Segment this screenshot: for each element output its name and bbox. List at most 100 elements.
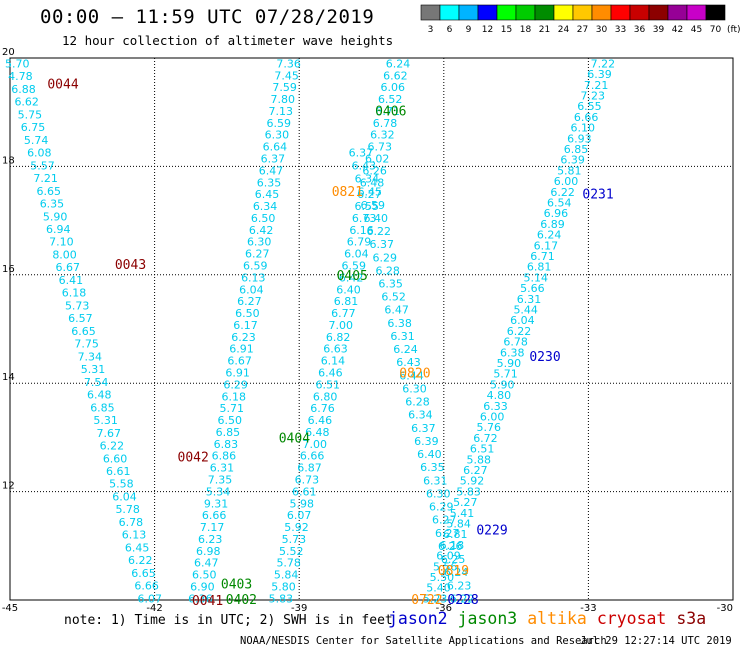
wave-height-value: 5.83: [269, 592, 294, 605]
colorbar-unit: (ft): [727, 25, 740, 35]
wave-height-value: 6.08: [27, 147, 52, 160]
wave-height-value: 6.31: [517, 293, 542, 306]
wave-height-value: 5.88: [466, 453, 491, 466]
wave-height-value: 6.50: [218, 414, 243, 427]
wave-height-value: 6.36: [188, 592, 213, 605]
colorbar-swatch: [439, 4, 460, 21]
wave-height-value: 5.44: [513, 303, 538, 316]
colorbar-swatch: [705, 4, 726, 21]
wave-height-value: 6.72: [473, 432, 498, 445]
wave-height-value: 6.04: [344, 248, 369, 261]
wave-height-value: 6.30: [402, 382, 427, 395]
satellite-legend: jason2 jason3 altika cryosat s3a: [388, 609, 716, 628]
legend-cryosat: cryosat: [596, 609, 667, 628]
wave-height-value: 6.25: [441, 553, 466, 566]
wave-height-value: 6.35: [378, 278, 403, 291]
wave-height-value: 6.30: [426, 487, 451, 500]
axis-tick-labels: -45 -42 -39 -36 -33 -30 12 14 16 18 20: [2, 47, 733, 614]
wave-height-value: 6.24: [393, 343, 418, 356]
wave-height-value: 6.52: [378, 93, 403, 106]
wave-height-value: 7.23: [581, 90, 606, 103]
wave-height-value: 6.22: [450, 592, 475, 605]
wave-height-value: 6.32: [370, 129, 395, 142]
wave-height-value: 5.14: [524, 271, 549, 284]
y-tick-label: 16: [2, 264, 15, 275]
colorbar-label: 15: [501, 25, 512, 35]
wave-height-value: 6.65: [131, 567, 156, 580]
colorbar-label: 12: [482, 25, 493, 35]
wave-height-value: 6.00: [480, 410, 505, 423]
wave-height-value: 6.71: [375, 105, 400, 118]
wave-height-value: 6.37: [411, 422, 436, 435]
wave-height-value: 6.29: [429, 501, 454, 514]
wave-height-value: 6.18: [221, 390, 246, 403]
chart-title: 00:00 — 11:59 UTC 07/28/2019: [40, 6, 375, 28]
wave-height-value: 6.22: [100, 440, 125, 453]
wave-height-value: 6.45: [358, 186, 383, 199]
colorbar-label: 9: [466, 25, 472, 35]
wave-height-value: 7.67: [97, 427, 122, 440]
wave-height-value: 6.47: [194, 557, 219, 570]
wave-height-value: 6.52: [381, 291, 406, 304]
wave-height-value: 6.27: [245, 248, 270, 261]
colorbar-swatch: [420, 4, 441, 21]
wave-height-value: 6.45: [125, 541, 150, 554]
wave-height-value: 5.84: [274, 569, 299, 582]
wave-height-value: 6.42: [339, 271, 364, 284]
wave-height-value: 6.23: [447, 579, 472, 592]
wave-height-value: 6.24: [537, 229, 562, 242]
wave-height-value: 5.92: [284, 521, 309, 534]
colorbar-swatch: [686, 4, 707, 21]
wave-height-value: 6.47: [384, 304, 409, 317]
wave-height-value: 6.73: [295, 473, 320, 486]
pass-label: 0228: [447, 593, 478, 608]
wave-height-value: 6.42: [249, 224, 274, 237]
wave-height-value: 6.48: [360, 176, 385, 189]
colorbar-label: 45: [691, 25, 702, 35]
wave-height-value: 6.39: [414, 435, 439, 448]
wave-height-value: 6.35: [257, 176, 282, 189]
wave-height-value: 6.37: [261, 153, 286, 166]
colorbar-label: 70: [710, 25, 722, 35]
wave-height-value: 6.73: [352, 212, 377, 225]
wave-height-value: 6.13: [241, 271, 266, 284]
wave-height-value: 6.43: [352, 159, 377, 172]
wave-height-value: 6.46: [308, 414, 333, 427]
wave-height-value: 6.80: [313, 390, 338, 403]
wave-height-value: 6.98: [196, 545, 221, 558]
wave-height-value: 6.87: [297, 462, 322, 475]
wave-height-value: 6.61: [106, 465, 131, 478]
wave-height-value: 5.73: [65, 299, 90, 312]
wave-height-value: 6.66: [574, 111, 599, 124]
wave-height-value: 6.04: [112, 490, 137, 503]
wave-height-value: 5.90: [490, 378, 515, 391]
wave-height-value: 6.27: [357, 188, 382, 201]
wave-height-value: 6.31: [390, 330, 415, 343]
wave-height-value: 6.39: [560, 154, 585, 167]
wave-height-value: 6.48: [305, 426, 330, 439]
wave-height-value: 7.21: [584, 79, 609, 92]
wave-height-value: 6.44: [399, 369, 424, 382]
pass-label: 0230: [529, 350, 560, 365]
pass-label: 0041: [192, 594, 223, 609]
wave-height-value: 6.55: [577, 100, 602, 113]
x-tick-label: -45: [2, 603, 18, 614]
pass-label: 0821: [332, 185, 363, 200]
wave-height-value: 5.73: [282, 533, 307, 546]
wave-height-value: 6.85: [216, 426, 241, 439]
pass-label: 0042: [178, 450, 209, 465]
pass-label: 0231: [582, 188, 613, 203]
wave-height-value: 6.46: [318, 367, 343, 380]
wave-height-value: 6.90: [190, 580, 215, 593]
wave-height-value: 6.35: [40, 198, 65, 211]
colorbar-label: 30: [596, 25, 608, 35]
wave-height-value: 6.66: [300, 450, 325, 463]
wave-height-value: 6.93: [567, 132, 592, 145]
y-tick-label: 20: [2, 47, 15, 58]
wave-height-value: 6.10: [570, 122, 595, 135]
wave-height-value: 6.27: [237, 295, 262, 308]
wave-height-value: 6.07: [138, 592, 163, 605]
wave-height-value: 6.83: [214, 438, 239, 451]
wave-height-value: 6.62: [383, 69, 408, 82]
